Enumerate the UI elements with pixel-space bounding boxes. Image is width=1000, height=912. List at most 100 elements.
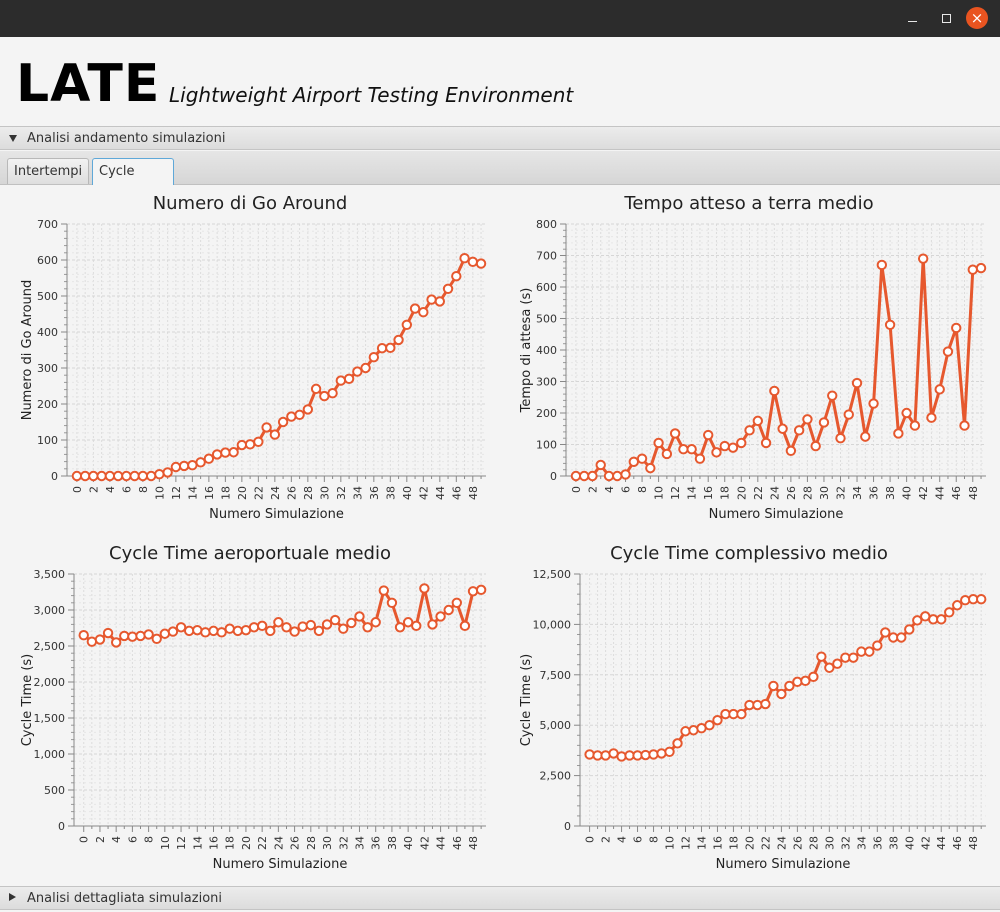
x-tick-label: 36 [868, 486, 881, 500]
close-button[interactable]: × [966, 7, 988, 29]
data-point [427, 619, 438, 630]
x-tick-label: 42 [919, 836, 932, 850]
x-tick-label: 36 [368, 486, 381, 500]
y-tick-label: 1,000 [34, 748, 66, 761]
y-tick-label: 3,500 [34, 568, 66, 581]
data-point [727, 442, 739, 453]
data-point [434, 296, 446, 307]
data-point [402, 617, 414, 628]
minimize-button[interactable] [898, 0, 926, 37]
chart-title: Cycle Time complessivo medio [610, 543, 888, 564]
section-toggle-analisi-andamento[interactable]: Analisi andamento simulazioni [0, 126, 1000, 150]
x-tick-label: 4 [603, 486, 616, 493]
data-point [760, 698, 771, 710]
x-tick-label: 40 [402, 836, 415, 850]
x-tick-label: 48 [467, 486, 480, 500]
data-point [451, 271, 462, 282]
y-tick-label: 10,000 [533, 618, 572, 631]
data-point [360, 362, 371, 374]
section-toggle-analisi-dettagliata[interactable]: Analisi dettagliata simulazioni [0, 886, 1000, 910]
data-point [901, 407, 912, 419]
data-point [951, 322, 962, 334]
data-point [321, 619, 333, 630]
data-point [944, 607, 955, 618]
data-point [370, 617, 381, 628]
data-point [121, 470, 132, 482]
data-point [451, 597, 463, 608]
data-point [302, 404, 314, 415]
x-tick-label: 30 [823, 836, 836, 850]
data-point [595, 459, 606, 471]
y-tick-label: 200 [536, 407, 557, 420]
x-tick-label: 42 [418, 836, 431, 850]
data-point [327, 388, 338, 399]
maximize-button[interactable] [932, 0, 960, 37]
x-tick-label: 34 [851, 486, 864, 500]
x-tick-label: 12 [669, 486, 682, 500]
data-point [808, 671, 819, 683]
x-tick-label: 6 [126, 836, 139, 843]
data-point [261, 422, 272, 433]
x-tick-label: 34 [351, 486, 364, 500]
charts-area: Numero di Go Around 0 100 200 300 400 500 600 70… [0, 185, 1000, 885]
tab-cycle-time[interactable]: Cycle Time [92, 158, 174, 205]
data-point [411, 620, 422, 632]
x-tick-label: 38 [887, 836, 900, 850]
data-point [719, 440, 730, 452]
x-tick-label: 16 [702, 486, 715, 500]
data-point [401, 319, 413, 331]
data-point [736, 437, 747, 449]
data-point [94, 634, 106, 645]
data-point [265, 625, 276, 637]
data-point [656, 748, 667, 759]
app-logo-text: LATE [16, 54, 161, 114]
data-point [475, 258, 487, 269]
data-point [952, 600, 963, 611]
y-tick-label: 300 [37, 362, 58, 375]
x-axis-label: Numero Simulazione [209, 507, 344, 522]
x-tick-label: 0 [71, 486, 84, 493]
y-axis-label: Cycle Time (s) [519, 654, 534, 747]
data-point [208, 625, 219, 637]
expanded-arrow-icon [9, 135, 17, 142]
x-tick-label: 0 [78, 836, 91, 843]
x-tick-label: 40 [901, 486, 914, 500]
data-point [409, 303, 421, 314]
y-tick-label: 400 [37, 326, 58, 339]
x-tick-label: 14 [186, 486, 199, 500]
data-point [78, 630, 89, 641]
data-point [832, 658, 843, 669]
data-point [338, 623, 349, 634]
data-point [305, 619, 317, 631]
data-point [154, 469, 165, 480]
y-tick-label: 500 [37, 290, 58, 303]
data-point [967, 264, 978, 275]
x-tick-label: 16 [203, 486, 216, 500]
data-point [385, 342, 396, 354]
y-axis-label: Numero di Go Around [20, 280, 35, 421]
app-subtitle: Lightweight Airport Testing Environment [169, 83, 574, 107]
data-point [976, 594, 987, 605]
data-point [816, 651, 827, 662]
minimize-icon [907, 20, 917, 23]
data-point [289, 626, 300, 637]
y-tick-label: 600 [37, 254, 58, 267]
tab-intertempi[interactable]: Intertempi [7, 158, 89, 184]
x-tick-label: 4 [104, 486, 117, 493]
data-point [71, 470, 83, 482]
data-point [442, 283, 454, 295]
window-titlebar[interactable]: × [0, 0, 1000, 37]
y-tick-label: 0 [58, 820, 65, 833]
data-point [232, 625, 244, 637]
data-point [868, 398, 879, 409]
x-tick-label: 10 [153, 486, 166, 500]
x-tick-label: 46 [450, 486, 463, 500]
x-tick-label: 4 [616, 836, 629, 843]
data-point [645, 462, 656, 474]
data-point [277, 416, 289, 428]
data-point [183, 625, 195, 637]
data-point [843, 409, 854, 420]
data-point [362, 622, 373, 633]
data-point [343, 373, 355, 385]
data-point [88, 470, 99, 482]
